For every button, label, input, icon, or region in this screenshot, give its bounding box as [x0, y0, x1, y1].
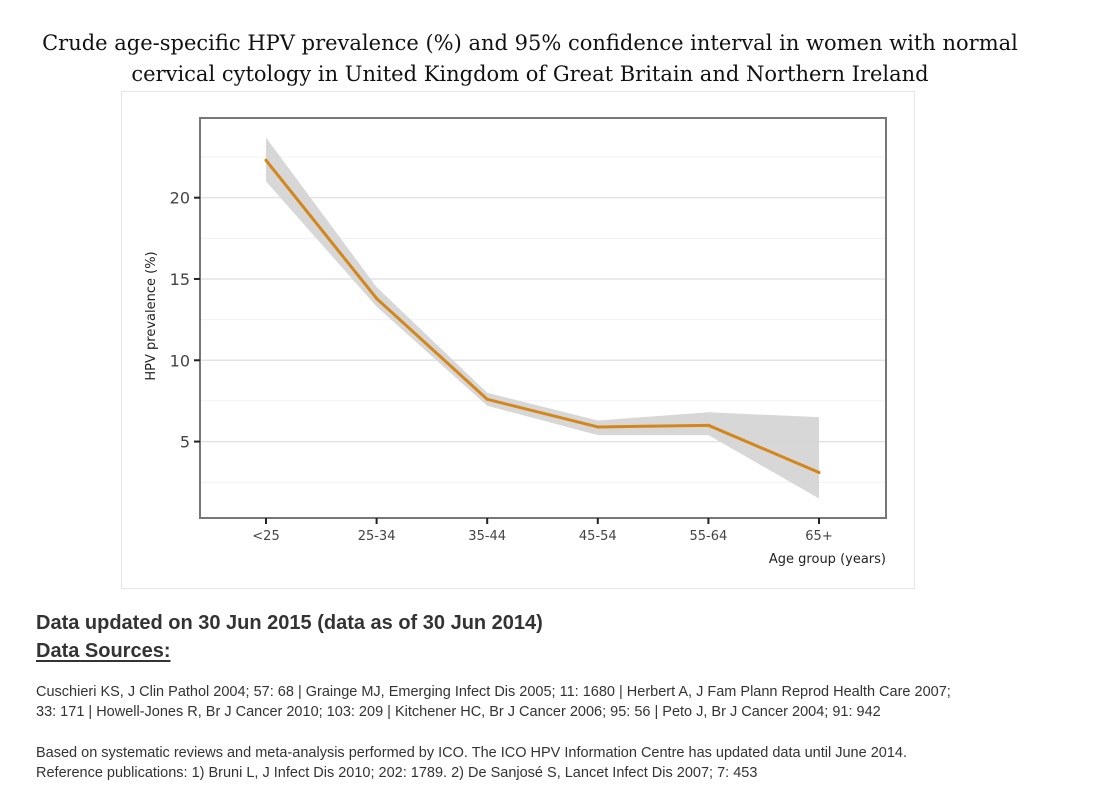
confidence-band-layer: [266, 137, 819, 499]
x-tick-label: 65+: [805, 529, 832, 544]
prevalence-chart: 5 10 15 20 <25 25-34 35-44 45-54 55-64 65+ HPV pr…: [144, 117, 887, 567]
sources-line-1: Cuschieri KS, J Clin Pathol 2004; 57: 68…: [36, 684, 951, 700]
data-point-<25: [264, 158, 268, 162]
chart-title-line-1: Crude age-specific HPV prevalence (%) an…: [42, 31, 1018, 55]
data-sources-list: Cuschieri KS, J Clin Pathol 2004; 57: 68…: [36, 682, 1086, 722]
chart-title-line-2: cervical cytology in United Kingdom of G…: [131, 62, 929, 86]
line-layer: [264, 158, 821, 474]
prevalence-line-segment: [264, 158, 379, 300]
x-tick-label: 55-64: [690, 529, 728, 544]
x-tick-label: <25: [252, 529, 279, 544]
plot-border: [199, 117, 887, 519]
y-tick-label: 10: [170, 351, 190, 370]
y-tick-label: 20: [170, 189, 190, 208]
x-tick-label: 25-34: [358, 529, 396, 544]
grid-layer: [200, 156, 886, 483]
data-point-55-64: [706, 423, 710, 427]
prevalence-line-segment: [596, 423, 710, 429]
sources-line-2: 33: 171 | Howell-Jones R, Br J Cancer 20…: [36, 704, 881, 720]
y-axis-label: HPV prevalence (%): [144, 251, 159, 380]
x-tick-label: 45-54: [579, 529, 617, 544]
y-tick-label: 15: [170, 270, 190, 289]
methodology-note: Based on systematic reviews and meta-ana…: [36, 743, 1086, 783]
y-tick-label: 5: [180, 433, 190, 452]
x-tick-label: 35-44: [468, 529, 506, 544]
confidence-interval-band: [266, 137, 819, 499]
data-point-65+: [817, 470, 821, 474]
x-axis-label: Age group (years): [769, 552, 886, 567]
data-sources-heading: Data Sources:: [36, 640, 171, 662]
axis-layer: 5 10 15 20 <25 25-34 35-44 45-54 55-64 65+: [170, 189, 833, 544]
chart-title: Crude age-specific HPV prevalence (%) an…: [0, 28, 1060, 90]
chart-panel: [121, 91, 915, 589]
prevalence-line-segment: [485, 397, 600, 429]
data-point-35-44: [485, 397, 489, 401]
note-line-1: Based on systematic reviews and meta-ana…: [36, 745, 907, 761]
data-point-25-34: [375, 296, 379, 300]
prevalence-line-segment: [375, 296, 489, 401]
note-line-2: Reference publications: 1) Bruni L, J In…: [36, 765, 758, 781]
data-point-45-54: [596, 425, 600, 429]
prevalence-line-segment: [706, 423, 821, 474]
data-updated-text: Data updated on 30 Jun 2015 (data as of …: [36, 612, 543, 634]
